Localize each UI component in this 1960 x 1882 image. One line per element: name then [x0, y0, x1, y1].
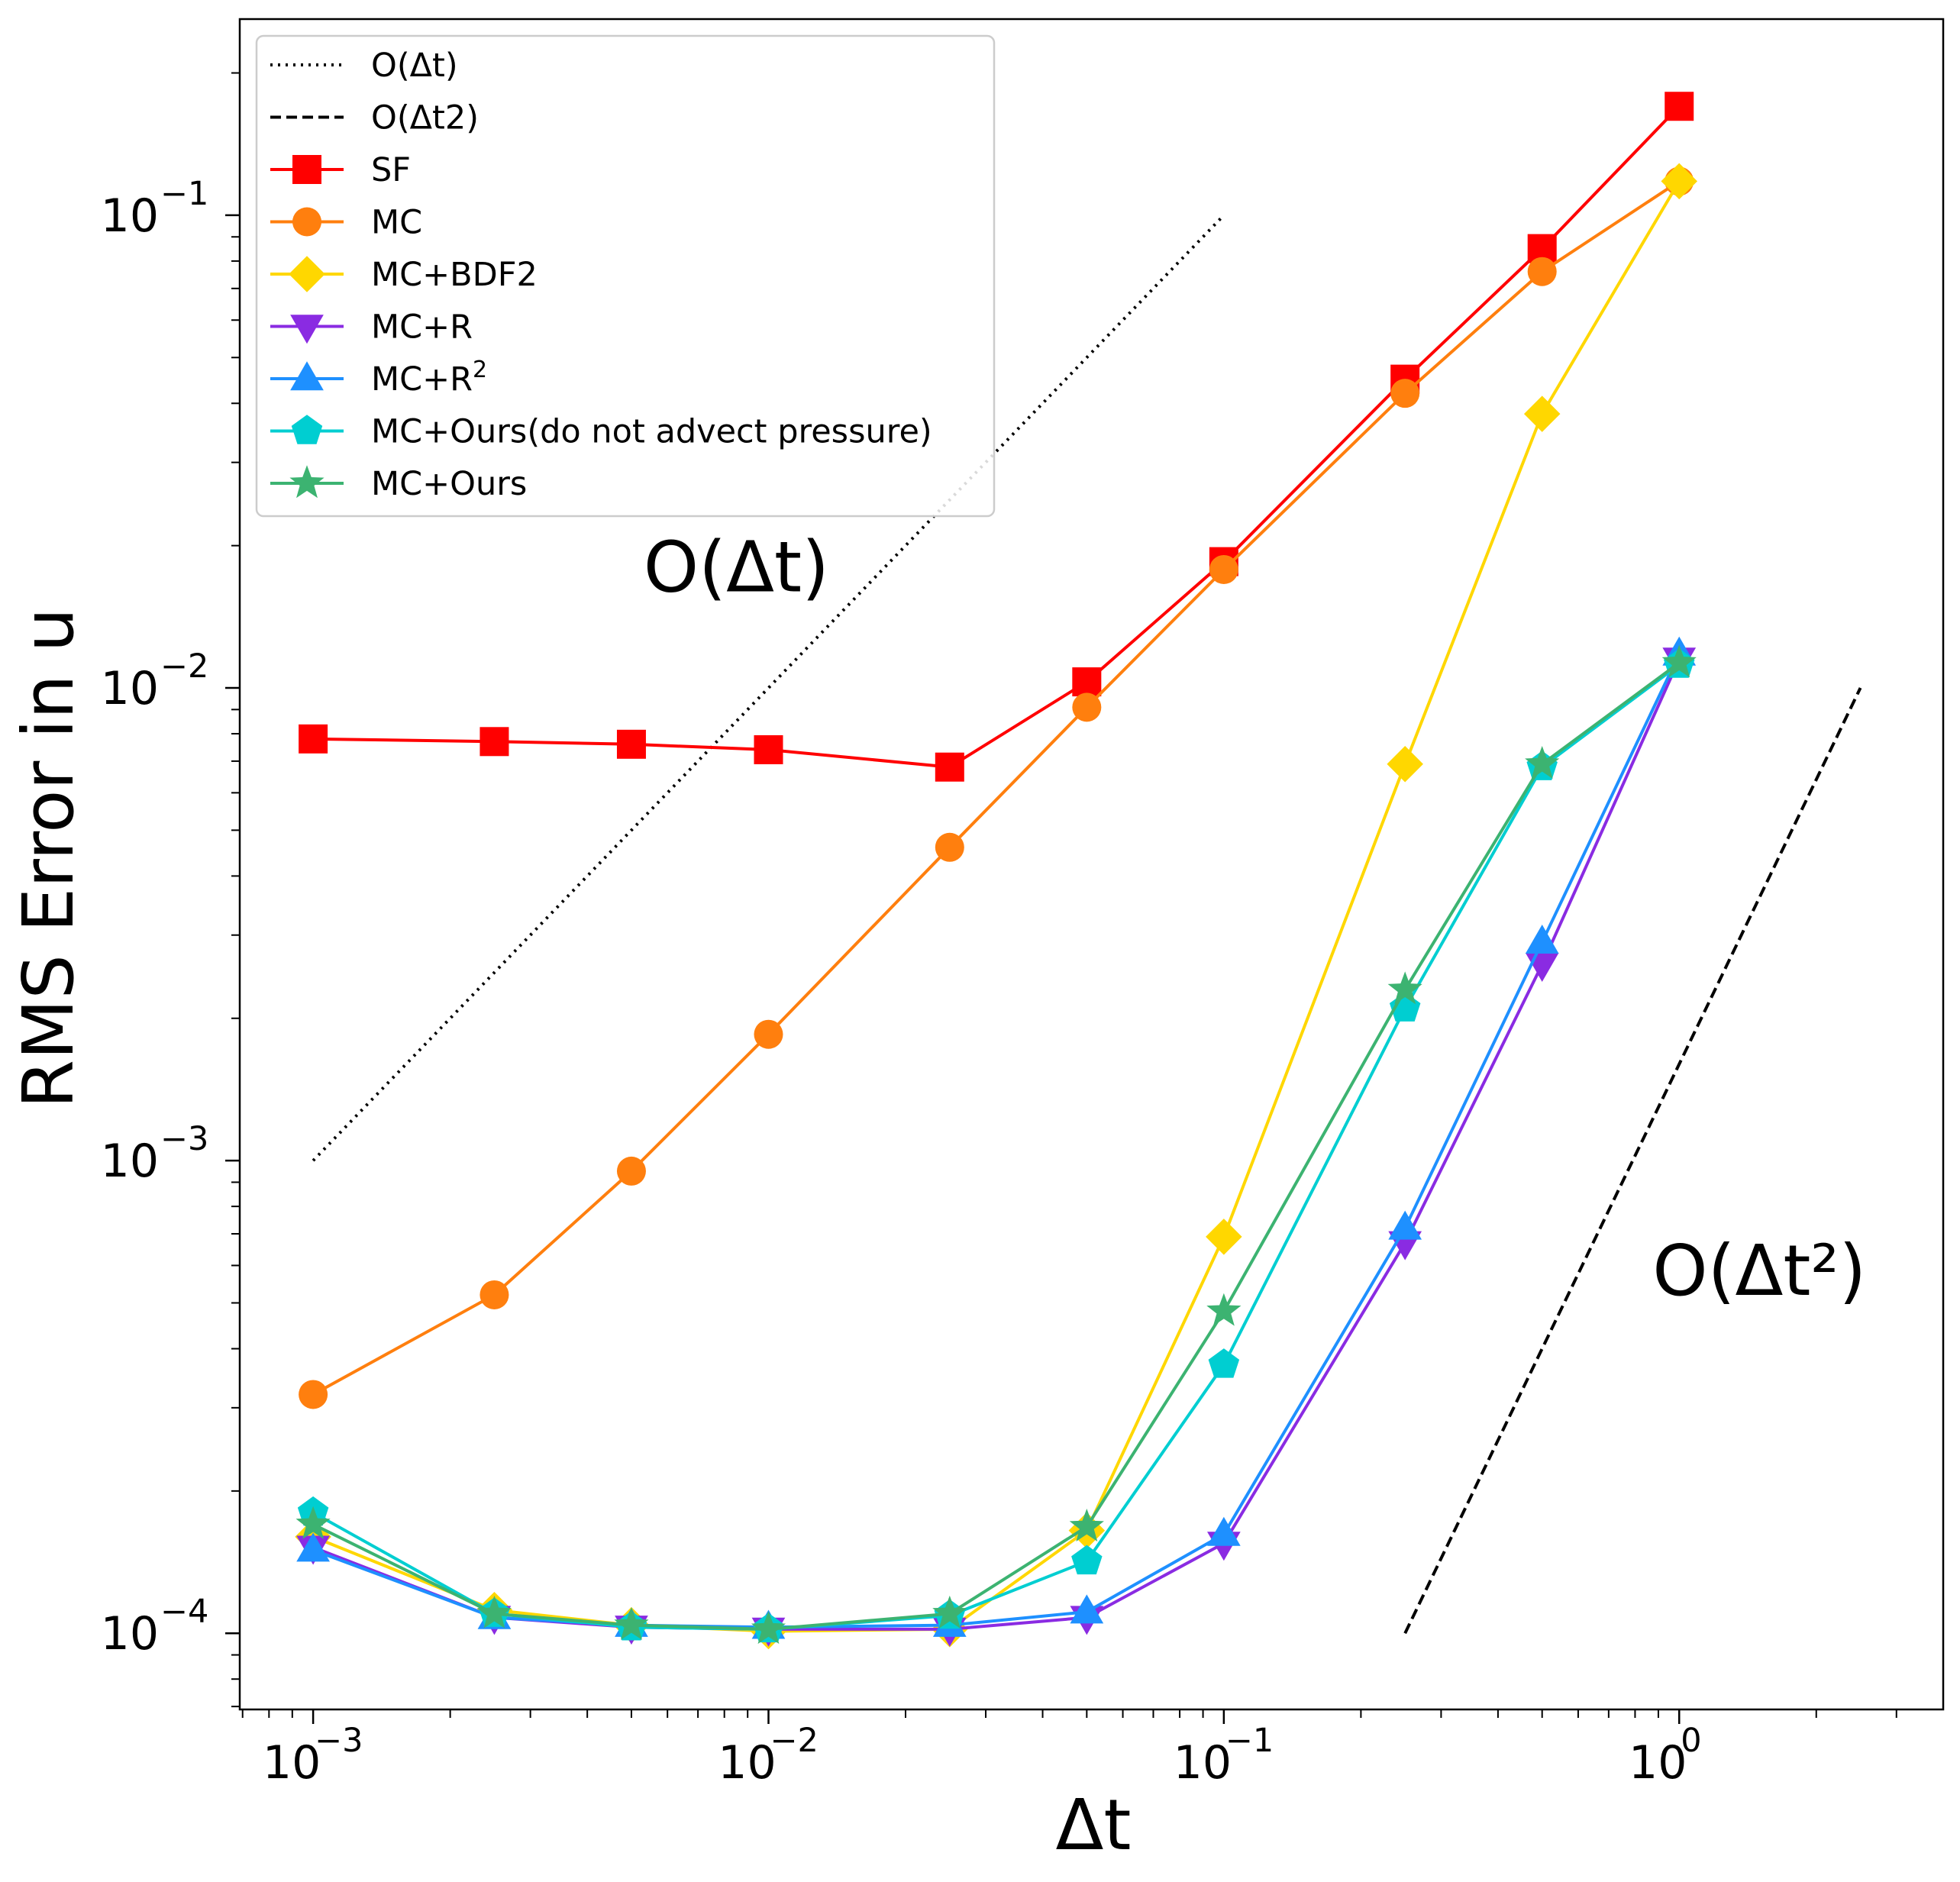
x-tick-label-4: 10 — [1629, 1736, 1687, 1790]
legend-label-3: SF — [371, 151, 411, 189]
legend-marker-7 — [290, 361, 324, 391]
legend-label-9: MC+Ours — [371, 465, 527, 503]
data-point-s1-p2 — [480, 727, 509, 757]
data-point-s2-p3 — [616, 1156, 646, 1186]
x-tick-exponent-3: −1 — [1225, 1722, 1274, 1760]
data-point-s5-p9 — [1525, 925, 1559, 954]
plot-frame — [238, 18, 1945, 1711]
plot-content — [295, 92, 1862, 1650]
data-point-s3-p10 — [1661, 163, 1697, 200]
x-tick-exponent-2: −2 — [770, 1722, 818, 1760]
data-point-s2-p8 — [1390, 379, 1420, 408]
data-point-s7-p2 — [476, 1595, 512, 1629]
data-point-s3-p7 — [1206, 1219, 1242, 1255]
series-line-6 — [312, 663, 1681, 1631]
y-tick-label-3: 10 — [101, 662, 159, 715]
data-point-s2-p7 — [1209, 554, 1238, 584]
data-point-s2-p9 — [1527, 257, 1557, 286]
legend-marker-4 — [292, 207, 321, 237]
data-point-s1-p10 — [1665, 92, 1694, 121]
y-tick-exponent-4: −1 — [160, 175, 208, 213]
plot-area: O(Δt) O(Δt²) — [295, 92, 1866, 1650]
y-tick-exponent-3: −2 — [160, 647, 208, 686]
y-tick-exponent-1: −4 — [160, 1593, 208, 1631]
legend-label-8: MC+Ours(do not advect pressure) — [371, 413, 932, 451]
legend-marker-8 — [291, 415, 323, 444]
legend-marker-3 — [292, 155, 321, 184]
series-line-2 — [312, 179, 1681, 1396]
data-point-s7-p1 — [295, 1506, 331, 1539]
y-tick-label-1: 10 — [101, 1607, 159, 1661]
data-point-s6-p7 — [1208, 1348, 1240, 1378]
data-point-s1-p6 — [1072, 667, 1102, 697]
annotation-1: O(Δt) — [644, 527, 829, 609]
x-axis-label: Δt — [1055, 1784, 1131, 1866]
legend-label-2: O(Δt2) — [371, 99, 479, 137]
data-point-s7-p5 — [932, 1595, 967, 1629]
x-tick-label-2: 10 — [718, 1736, 776, 1790]
series-line-3 — [312, 180, 1681, 1633]
data-point-s1-p5 — [935, 752, 964, 782]
legend-label-5: MC+BDF2 — [371, 256, 538, 294]
legend-label-superscript: 2 — [473, 357, 487, 383]
x-tick-label-1: 10 — [263, 1736, 321, 1790]
data-point-s7-p3 — [614, 1606, 649, 1640]
series-line-7 — [312, 661, 1681, 1631]
legend-marker-5 — [289, 256, 325, 292]
data-point-s2-p5 — [935, 832, 964, 862]
legend-marker-9 — [289, 465, 325, 499]
data-point-s7-p7 — [1206, 1293, 1242, 1326]
data-point-s2-p1 — [299, 1380, 328, 1409]
data-point-s2-p6 — [1072, 692, 1102, 722]
data-point-s3-p9 — [1523, 395, 1561, 432]
data-point-s5-p6 — [1070, 1594, 1104, 1624]
data-point-s7-p6 — [1069, 1508, 1104, 1541]
legend-label-4: MC — [371, 204, 422, 242]
x-tick-label-3: 10 — [1174, 1736, 1232, 1790]
data-point-s5-p7 — [1207, 1516, 1241, 1546]
data-point-s2-p2 — [480, 1280, 509, 1309]
data-point-s7-p4 — [751, 1611, 786, 1645]
legend: O(Δt) O(Δt2) SF MC MC+BDF2 MC+R MC+R2 MC+Ours(d… — [255, 34, 996, 518]
data-point-s7-p10 — [1661, 644, 1697, 678]
data-point-s2-p4 — [754, 1019, 783, 1049]
data-point-s5-p1 — [296, 1532, 330, 1562]
series-line-1 — [313, 105, 1681, 769]
legend-marker-6 — [290, 315, 324, 344]
data-point-s1-p1 — [299, 724, 328, 754]
y-tick-exponent-2: −3 — [160, 1120, 208, 1158]
reference-line-2 — [1403, 687, 1862, 1635]
y-tick-label-2: 10 — [101, 1135, 159, 1188]
x-tick-exponent-1: −3 — [315, 1722, 363, 1760]
data-point-s3-p8 — [1387, 746, 1423, 783]
legend-label-7: MC+R2 — [371, 357, 487, 399]
reference-line-1 — [312, 214, 1225, 1162]
legend-label-6: MC+R — [371, 308, 473, 347]
x-tick-exponent-4: 0 — [1681, 1722, 1701, 1760]
legend-box — [255, 34, 996, 518]
annotation-2: O(Δt²) — [1652, 1230, 1866, 1312]
legend-label-1: O(Δt) — [371, 47, 458, 85]
data-point-s1-p3 — [616, 729, 646, 759]
y-axis-label: RMS Error in u — [8, 608, 89, 1109]
data-point-s7-p9 — [1525, 746, 1560, 780]
y-tick-label-4: 10 — [101, 189, 159, 243]
data-point-s5-p8 — [1388, 1210, 1422, 1240]
series-line-4 — [312, 658, 1681, 1631]
data-point-s6-p6 — [1071, 1545, 1103, 1575]
data-point-s7-p8 — [1387, 971, 1422, 1005]
data-point-s1-p4 — [754, 734, 783, 764]
